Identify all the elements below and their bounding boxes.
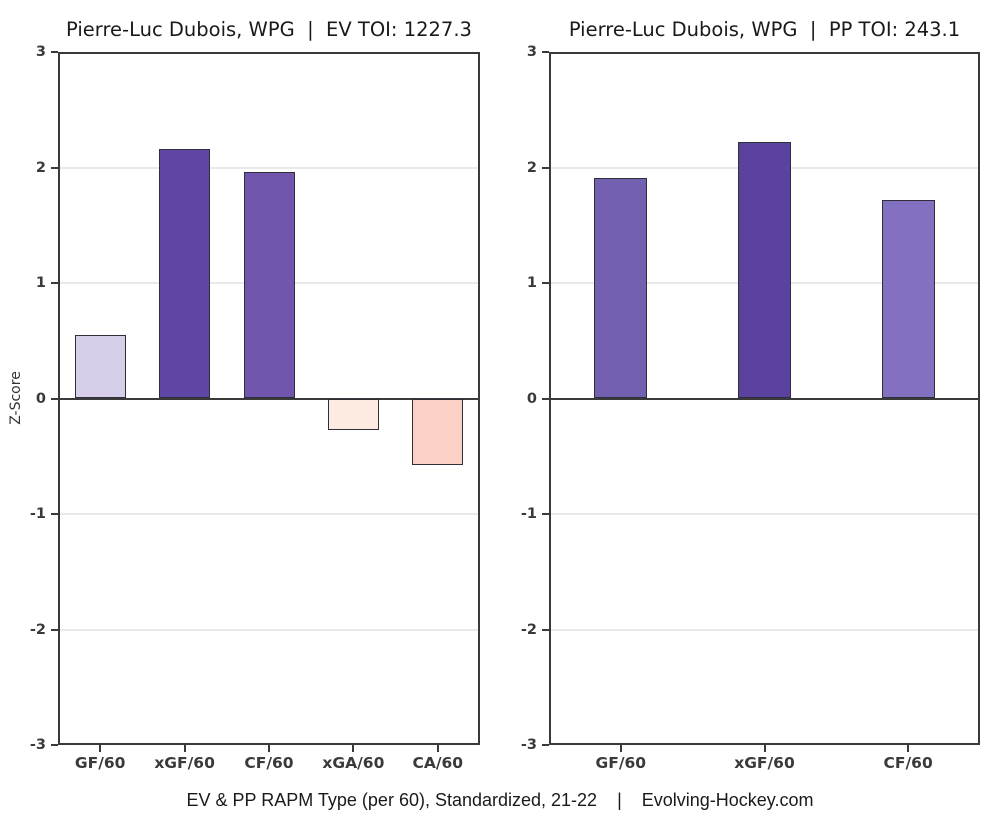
gridline-y-2 [551, 628, 978, 631]
y-tick [51, 51, 58, 53]
y-tick-label: -3 [29, 737, 46, 753]
ev-chart-title: Pierre-Luc Dubois, WPG | EV TOI: 1227.3 [66, 18, 472, 41]
bar-GF/60 [594, 177, 648, 399]
zero-line [551, 397, 978, 400]
y-tick [542, 282, 549, 284]
y-tick [51, 628, 58, 631]
pp-plot-area [549, 52, 980, 745]
x-tick [352, 745, 355, 752]
y-tick [542, 166, 549, 169]
y-tick [51, 397, 58, 400]
pp-chart-title: Pierre-Luc Dubois, WPG | PP TOI: 243.1 [568, 18, 961, 41]
ev-plot-area [58, 52, 480, 745]
y-tick [51, 166, 58, 169]
gridline-y-2 [60, 628, 478, 631]
x-axis-label-xGA/60: xGA/60 [322, 754, 385, 772]
bar-xGF/60 [159, 149, 211, 399]
gridline-y2 [60, 166, 478, 169]
x-axis-label-CA/60: CA/60 [412, 754, 464, 772]
x-tick [907, 745, 910, 752]
y-tick [542, 628, 549, 631]
x-tick [99, 745, 102, 752]
bar-xGA/60 [327, 398, 379, 430]
y-tick-label: 3 [526, 44, 537, 60]
x-tick [763, 745, 766, 752]
y-tick-label: -1 [520, 506, 537, 522]
y-tick-label: -3 [520, 737, 537, 753]
x-tick [619, 745, 622, 752]
y-tick-label: 1 [526, 275, 537, 291]
zero-line [60, 397, 478, 400]
y-tick [542, 51, 549, 53]
y-tick [542, 744, 549, 746]
y-tick-label: 0 [35, 390, 46, 407]
figure-caption: EV & PP RAPM Type (per 60), Standardized… [186, 790, 814, 810]
y-tick-label: 3 [35, 44, 46, 60]
y-tick-label: 2 [35, 159, 46, 176]
y-tick [51, 513, 58, 515]
bar-CF/60 [881, 199, 935, 399]
y-tick-label: -1 [29, 506, 46, 522]
y-tick-label: -2 [29, 621, 46, 638]
x-axis-label-xGF/60: xGF/60 [734, 754, 795, 772]
gridline-y-1 [551, 513, 978, 515]
x-axis-label-CF/60: CF/60 [244, 754, 294, 772]
y-tick-label: 1 [35, 275, 46, 291]
bar-xGF/60 [738, 142, 791, 399]
y-tick [51, 744, 58, 746]
x-tick [436, 745, 439, 752]
bar-CF/60 [243, 172, 295, 399]
y-tick [51, 282, 58, 284]
gridline-y-1 [60, 513, 478, 515]
x-tick [268, 745, 270, 752]
x-axis-label-GF/60: GF/60 [595, 754, 647, 772]
x-axis-label-GF/60: GF/60 [74, 754, 126, 772]
y-tick-label: 2 [526, 159, 537, 176]
x-axis-label-CF/60: CF/60 [883, 754, 933, 772]
x-tick [183, 745, 186, 752]
y-tick-label: 0 [526, 390, 537, 407]
y-tick [542, 397, 549, 400]
y-tick-label: -2 [520, 621, 537, 638]
y-tick [542, 513, 549, 515]
bar-CA/60 [412, 398, 464, 466]
bar-GF/60 [74, 334, 126, 399]
x-axis-label-xGF/60: xGF/60 [154, 754, 215, 772]
